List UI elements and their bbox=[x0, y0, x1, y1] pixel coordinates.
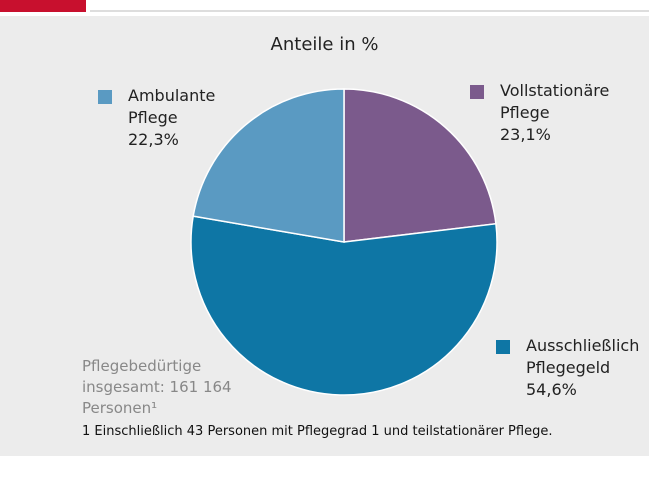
pie bbox=[190, 88, 498, 396]
category-label: Vollstationäre Pflege bbox=[500, 81, 610, 122]
legend-label: Vollstationäre Pflege 23,1% bbox=[500, 80, 640, 146]
legend-swatch bbox=[98, 90, 112, 104]
value-label: 22,3% bbox=[128, 130, 179, 149]
category-label: Ausschließlich Pflegegeld bbox=[526, 336, 640, 377]
pie-slice bbox=[343, 88, 497, 243]
pie-slice bbox=[192, 88, 345, 243]
value-label: 54,6% bbox=[526, 380, 577, 399]
legend-swatch bbox=[470, 85, 484, 99]
pie-slice bbox=[190, 215, 498, 396]
annotation: Pflegebedürtige insgesamt: 161 164 Perso… bbox=[82, 357, 232, 417]
category-label: Ambulante Pflege bbox=[128, 86, 216, 127]
footnote: 1 Einschließlich 43 Personen mit Pflegeg… bbox=[82, 424, 553, 439]
chart-title: Anteile in % bbox=[270, 34, 379, 55]
legend-label: Ambulante Pflege 22,3% bbox=[128, 85, 248, 151]
legend-label: Ausschließlich Pflegegeld 54,6% bbox=[526, 335, 649, 401]
value-label: 23,1% bbox=[500, 125, 551, 144]
legend-swatch bbox=[496, 340, 510, 354]
accent-bar bbox=[0, 0, 86, 12]
